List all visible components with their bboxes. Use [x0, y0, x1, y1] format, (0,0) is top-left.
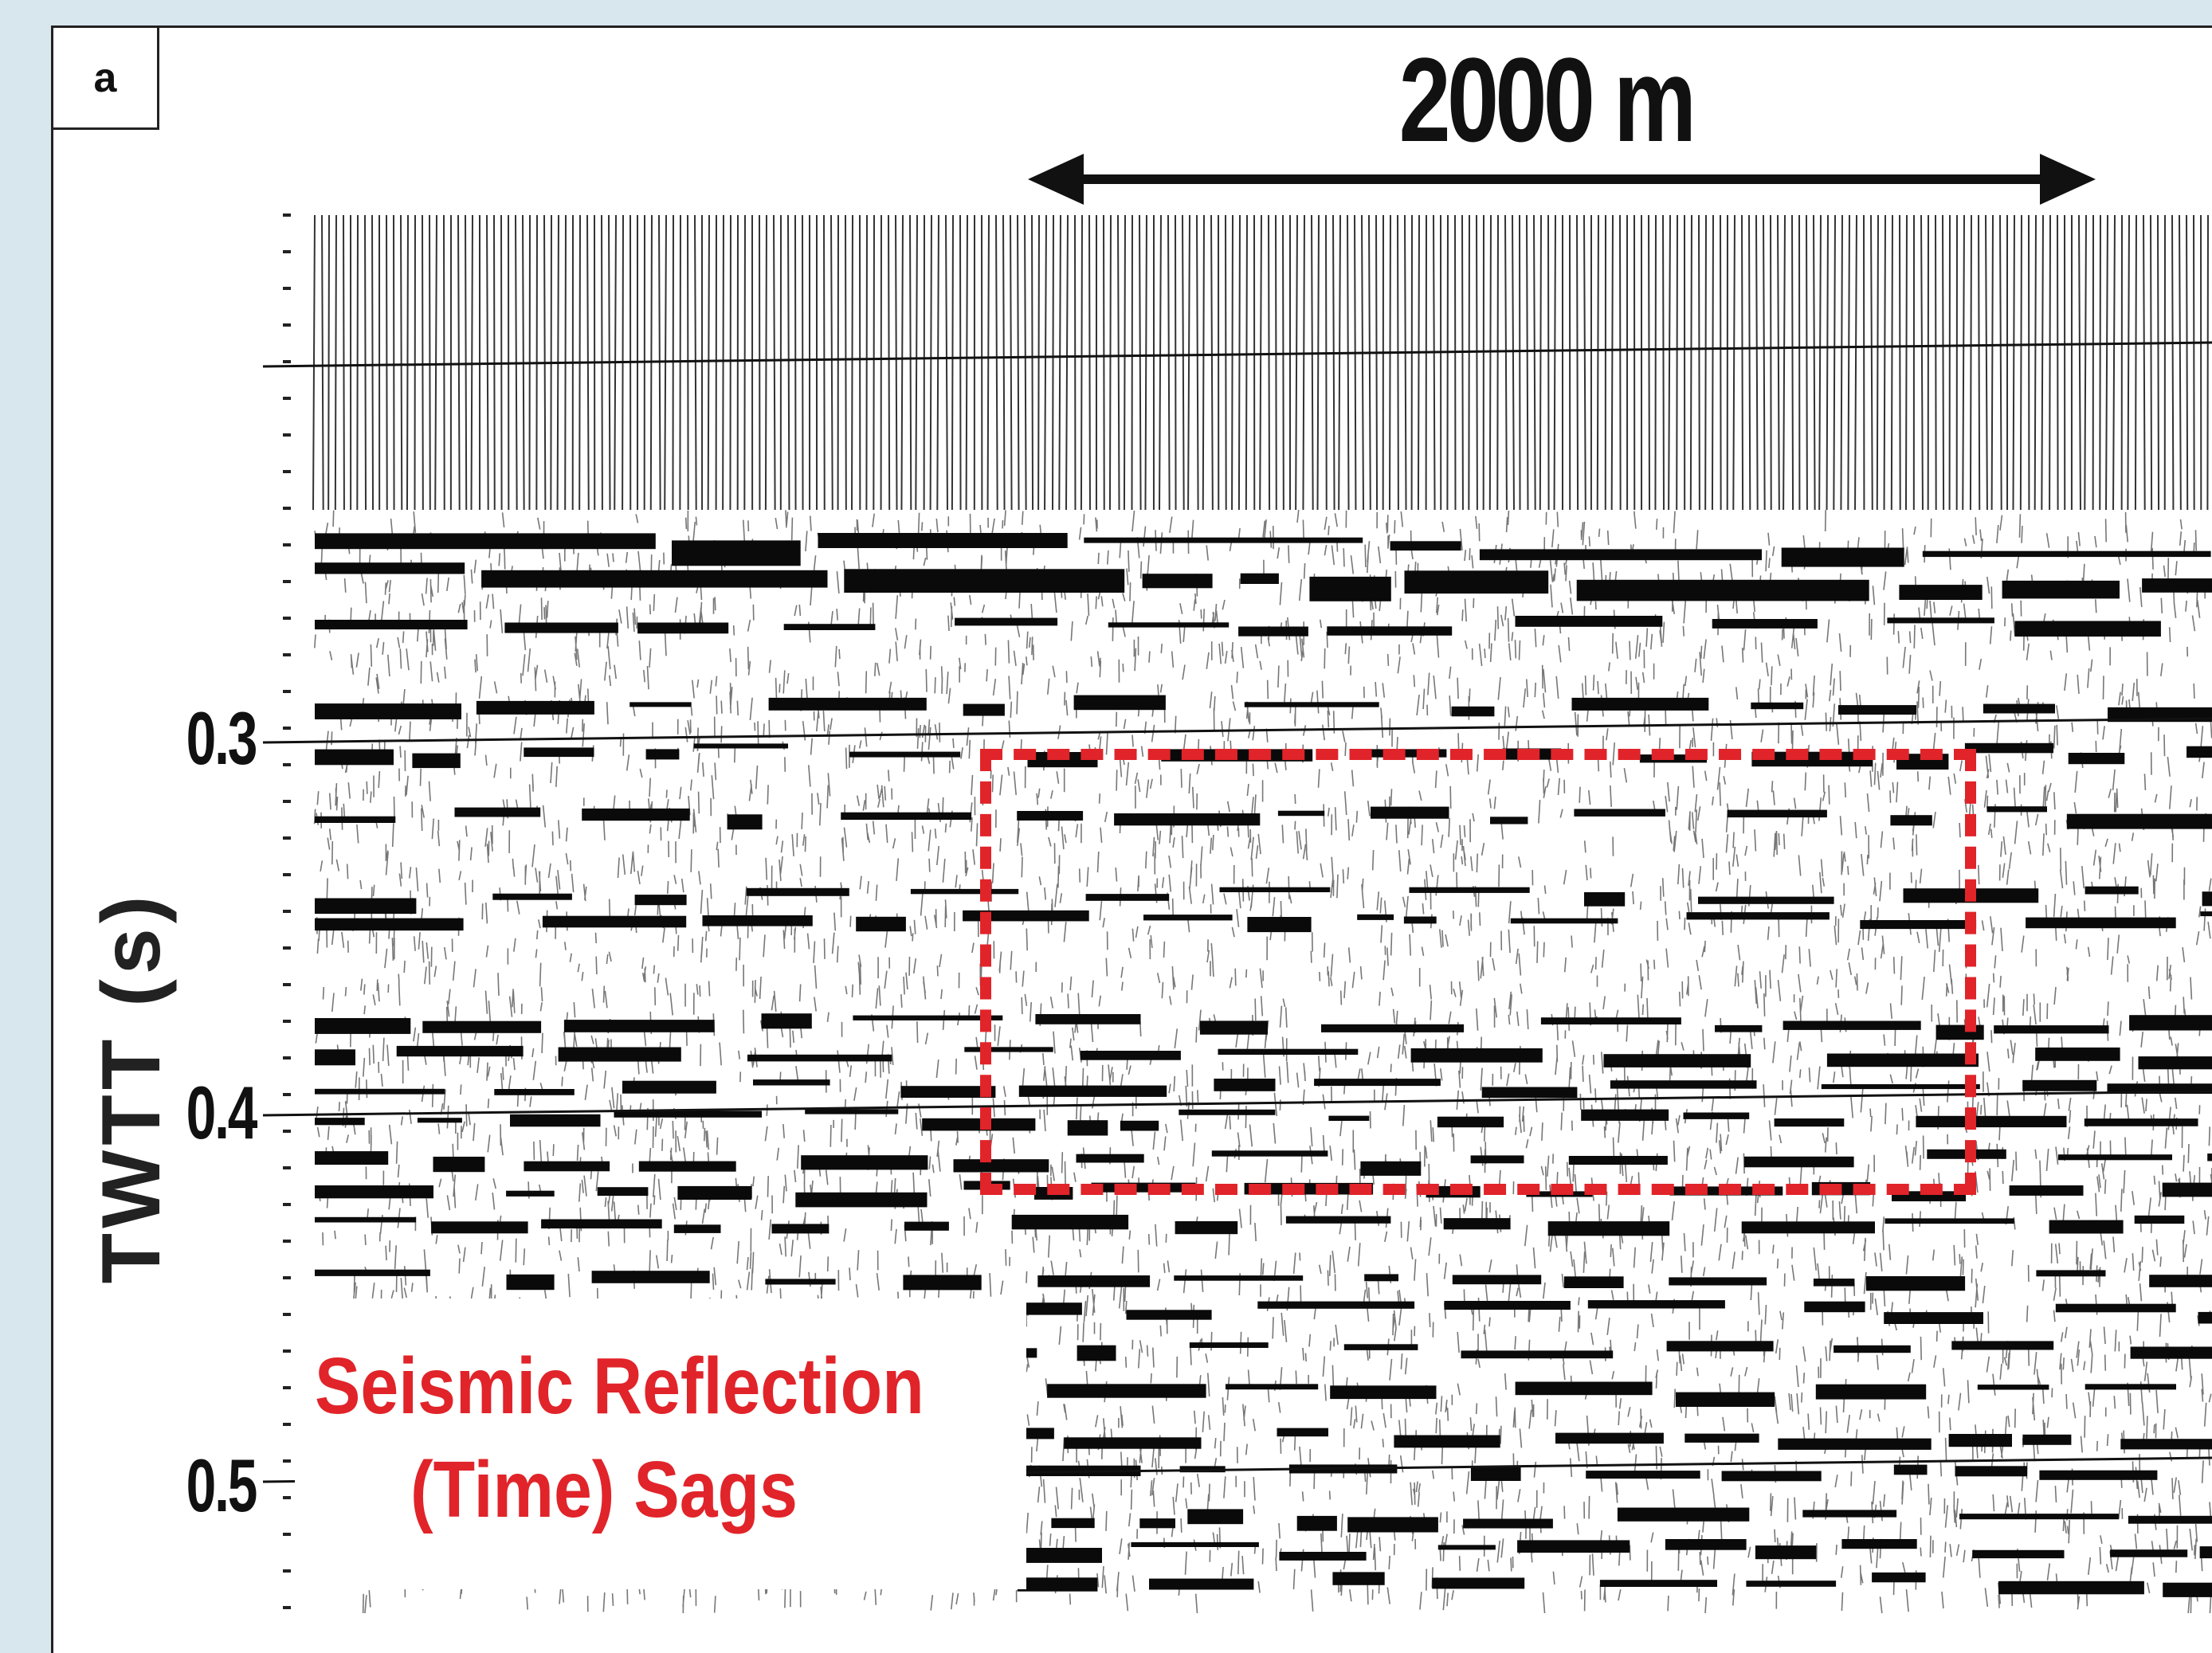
tick-label-0.5: 0.5	[186, 1448, 255, 1523]
tick-label-0.4: 0.4	[186, 1075, 255, 1150]
tick-label-0.3: 0.3	[186, 701, 255, 776]
scale-bar-label: 2000 m	[1384, 40, 1708, 159]
panel-label: a	[53, 28, 159, 130]
axis-ticks	[283, 215, 291, 1608]
axis-title: TWTT (s)	[88, 809, 175, 1366]
sag-highlight-box	[980, 749, 1976, 1195]
annotation-line2: (Time) Sags	[410, 1450, 798, 1530]
annotation-line1: Seismic Reflection	[315, 1346, 924, 1426]
scale-bar-arrow	[1028, 147, 2096, 211]
